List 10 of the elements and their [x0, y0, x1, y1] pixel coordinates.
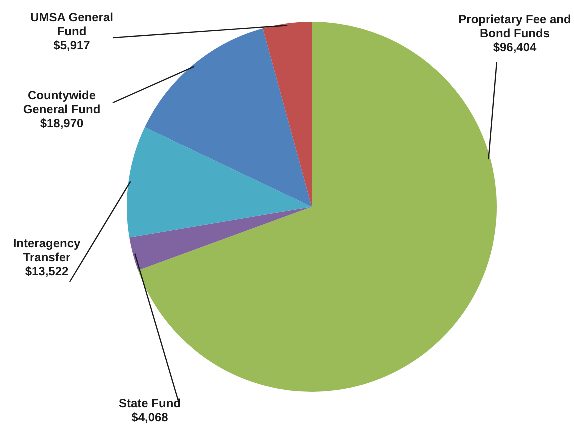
data-label: $13,522	[25, 264, 70, 278]
data-label: $4,068	[132, 410, 169, 424]
slice-label: UMSA General Fund	[30, 10, 114, 38]
data-label: $18,970	[40, 116, 84, 130]
slice-label: Interagency Transfer	[13, 236, 82, 264]
slice-label: Proprietary Fee and Bond Funds	[458, 12, 572, 40]
slice-label: Countywide General Fund	[23, 88, 101, 116]
slice-label: State Fund	[119, 396, 181, 410]
data-label: $5,917	[54, 38, 91, 52]
data-label: $96,404	[493, 40, 538, 54]
